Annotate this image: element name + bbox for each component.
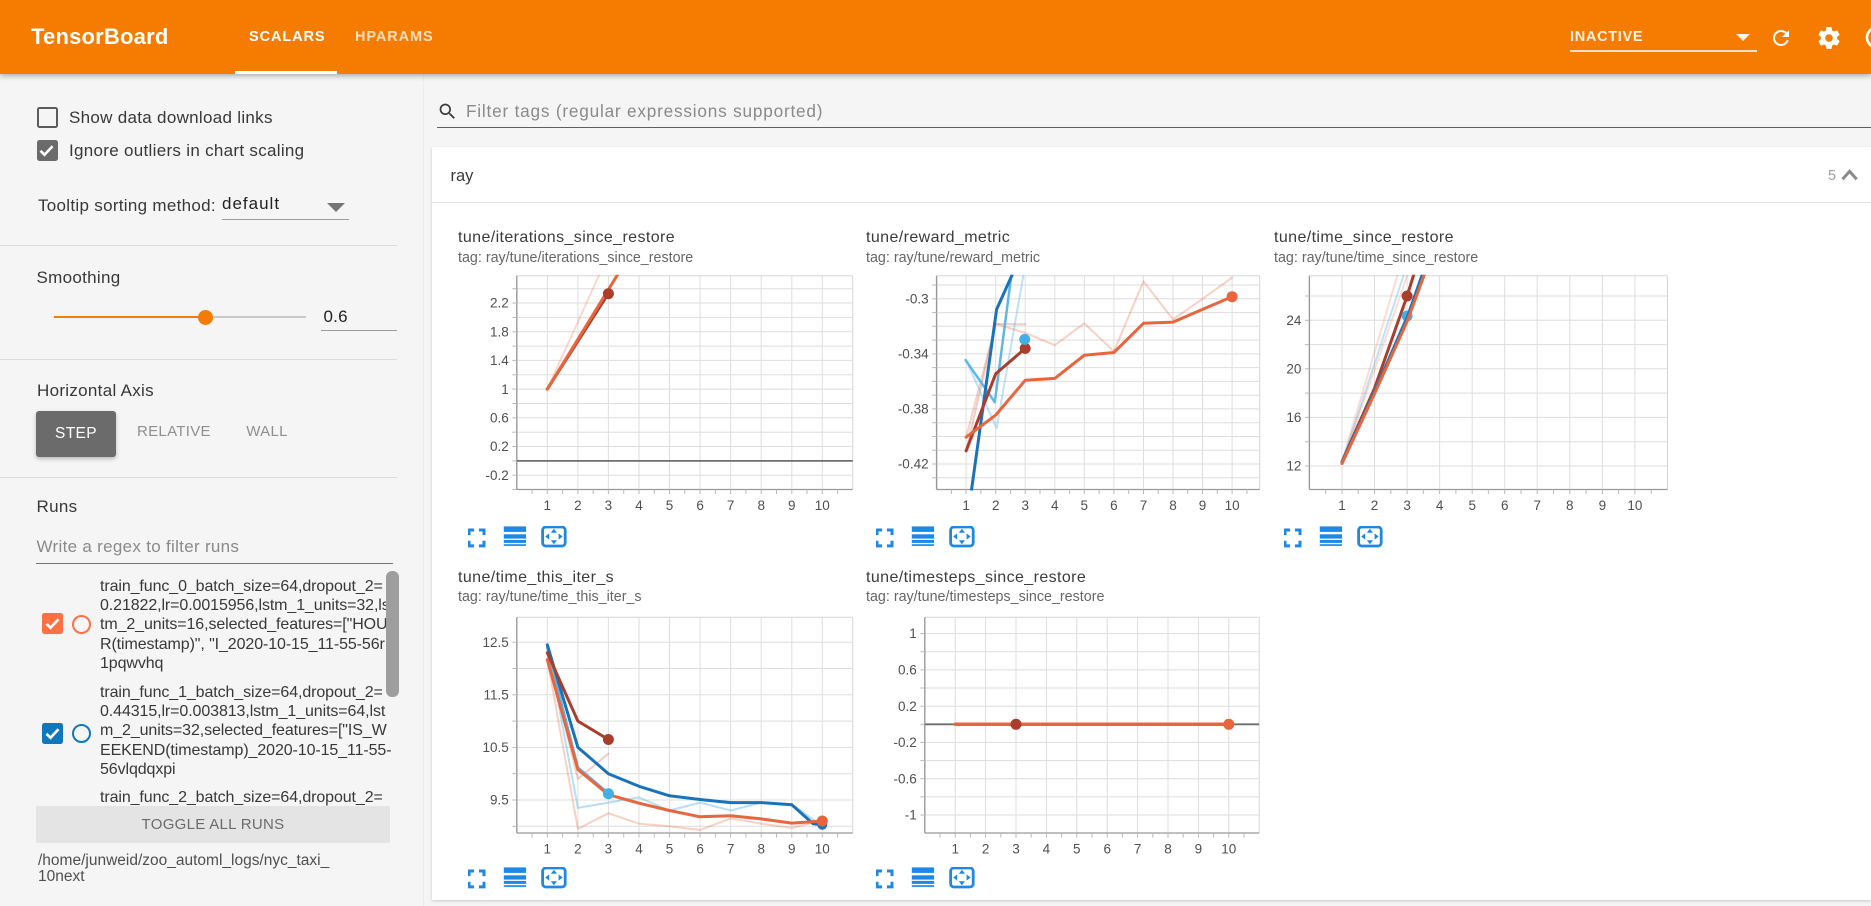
svg-text:1: 1 xyxy=(962,498,970,513)
svg-text:4: 4 xyxy=(1043,842,1051,857)
svg-text:10: 10 xyxy=(1627,498,1642,513)
svg-text:-0.42: -0.42 xyxy=(898,457,929,472)
svg-text:0.2: 0.2 xyxy=(898,699,917,714)
svg-text:24: 24 xyxy=(1286,313,1302,328)
svg-text:-0.2: -0.2 xyxy=(486,468,509,483)
svg-text:9: 9 xyxy=(788,498,796,513)
svg-text:2.2: 2.2 xyxy=(490,296,509,311)
svg-text:10: 10 xyxy=(1225,498,1240,513)
svg-text:5: 5 xyxy=(666,842,674,857)
svg-text:1.4: 1.4 xyxy=(490,353,509,368)
svg-text:3: 3 xyxy=(1403,498,1411,513)
svg-text:7: 7 xyxy=(1140,498,1148,513)
svg-text:9: 9 xyxy=(1195,842,1203,857)
svg-text:9: 9 xyxy=(1199,498,1207,513)
svg-text:0.2: 0.2 xyxy=(490,439,509,454)
svg-text:20: 20 xyxy=(1286,361,1301,376)
svg-text:0.6: 0.6 xyxy=(898,663,917,678)
svg-text:4: 4 xyxy=(635,842,643,857)
svg-text:-1: -1 xyxy=(905,808,917,823)
svg-text:0.6: 0.6 xyxy=(490,410,509,425)
svg-text:3: 3 xyxy=(605,842,613,857)
svg-text:2: 2 xyxy=(992,498,1000,513)
svg-text:4: 4 xyxy=(1051,498,1059,513)
svg-text:7: 7 xyxy=(1134,842,1142,857)
svg-text:7: 7 xyxy=(727,842,735,857)
svg-text:16: 16 xyxy=(1286,410,1301,425)
svg-text:2: 2 xyxy=(574,842,582,857)
svg-text:11.5: 11.5 xyxy=(484,687,509,702)
svg-text:8: 8 xyxy=(757,842,765,857)
svg-text:-0.3: -0.3 xyxy=(905,291,928,306)
svg-text:8: 8 xyxy=(1566,498,1574,513)
svg-text:6: 6 xyxy=(1110,498,1118,513)
svg-text:6: 6 xyxy=(1103,842,1111,857)
svg-text:9.5: 9.5 xyxy=(490,793,509,808)
svg-text:8: 8 xyxy=(1169,498,1177,513)
svg-text:1: 1 xyxy=(501,382,509,397)
svg-text:3: 3 xyxy=(1012,842,1020,857)
svg-text:1: 1 xyxy=(909,626,917,641)
svg-text:5: 5 xyxy=(666,498,674,513)
svg-text:7: 7 xyxy=(1533,498,1541,513)
svg-text:12: 12 xyxy=(1286,459,1301,474)
svg-text:6: 6 xyxy=(696,498,704,513)
svg-text:10: 10 xyxy=(1221,842,1236,857)
svg-text:5: 5 xyxy=(1081,498,1089,513)
svg-text:2: 2 xyxy=(1371,498,1379,513)
svg-text:9: 9 xyxy=(788,842,796,857)
svg-text:1: 1 xyxy=(951,842,959,857)
svg-text:4: 4 xyxy=(635,498,643,513)
svg-text:1: 1 xyxy=(1338,498,1346,513)
svg-text:3: 3 xyxy=(1021,498,1029,513)
svg-text:-0.6: -0.6 xyxy=(894,771,917,786)
svg-text:2: 2 xyxy=(574,498,582,513)
svg-text:-0.2: -0.2 xyxy=(894,735,917,750)
svg-text:12.5: 12.5 xyxy=(483,635,509,650)
svg-text:8: 8 xyxy=(757,498,765,513)
svg-text:10: 10 xyxy=(815,842,830,857)
svg-text:6: 6 xyxy=(696,842,704,857)
svg-text:-0.38: -0.38 xyxy=(898,402,929,417)
svg-text:8: 8 xyxy=(1164,842,1172,857)
svg-text:1: 1 xyxy=(544,842,552,857)
svg-text:7: 7 xyxy=(727,498,735,513)
svg-text:1: 1 xyxy=(544,498,552,513)
svg-text:5: 5 xyxy=(1073,842,1081,857)
svg-text:1.8: 1.8 xyxy=(490,324,509,339)
svg-text:2: 2 xyxy=(982,842,990,857)
svg-text:5: 5 xyxy=(1468,498,1476,513)
svg-text:4: 4 xyxy=(1436,498,1444,513)
svg-text:-0.34: -0.34 xyxy=(898,347,929,362)
svg-text:6: 6 xyxy=(1501,498,1509,513)
svg-text:9: 9 xyxy=(1599,498,1607,513)
svg-text:10.5: 10.5 xyxy=(483,740,509,755)
svg-text:3: 3 xyxy=(605,498,613,513)
svg-text:10: 10 xyxy=(815,498,830,513)
